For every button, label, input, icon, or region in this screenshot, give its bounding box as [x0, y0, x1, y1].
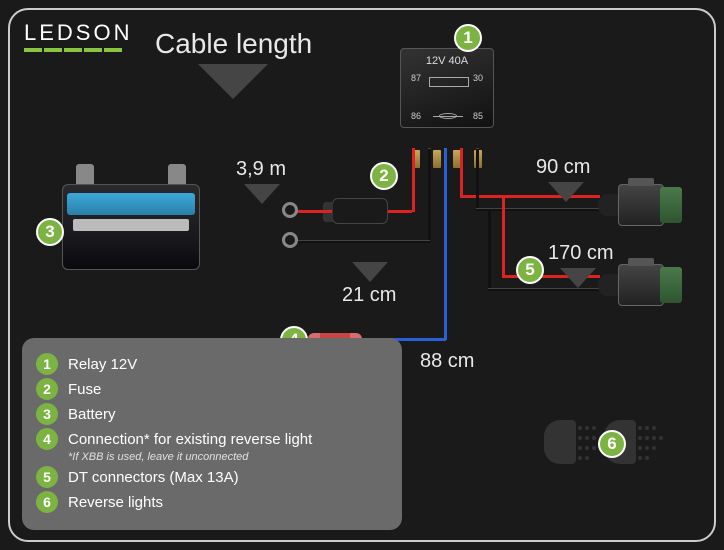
length-fuse: 21 cm: [342, 284, 396, 307]
legend-panel: 1 Relay 12V 2 Fuse 3 Battery 4 Connectio…: [22, 338, 402, 530]
legend-text-3: Battery: [68, 406, 116, 423]
title-arrow-icon: [198, 64, 268, 99]
legend-text-1: Relay 12V: [68, 356, 137, 373]
wire-black-dt1: [476, 208, 600, 211]
relay-pin86: 86: [411, 111, 421, 121]
legend-row-6: 6 Reverse lights: [36, 491, 388, 513]
legend-row-5: 5 DT connectors (Max 13A): [36, 466, 388, 488]
brand-bars: [24, 48, 132, 52]
wire-red-fuse-relay-v: [412, 148, 415, 212]
relay-rating: 12V 40A: [401, 55, 493, 67]
wire-red-out-v: [460, 148, 463, 198]
relay-pin87: 87: [411, 73, 421, 83]
wire-black-out-v: [476, 148, 479, 210]
relay-component: 12V 40A 87 30 86 85: [400, 48, 494, 150]
badge-5: 5: [516, 256, 544, 284]
wire-red-branch-v: [502, 195, 505, 277]
legend-text-6: Reverse lights: [68, 494, 163, 511]
wire-red-ring-fuse: [296, 210, 332, 213]
badge-1: 1: [454, 24, 482, 52]
legend-text-2: Fuse: [68, 381, 101, 398]
length-signal: 88 cm: [420, 350, 474, 373]
dt-connector-1: [598, 184, 682, 226]
ring-terminal-pos: [282, 202, 298, 218]
length-dt-top: 90 cm: [536, 156, 590, 179]
arrow-dt-top-icon: [548, 182, 584, 202]
fuse-component: [332, 198, 388, 224]
page-title: Cable length: [155, 28, 312, 60]
badge-6: 6: [598, 430, 626, 458]
relay-pin85: 85: [473, 111, 483, 121]
length-dt-bottom: 170 cm: [548, 242, 614, 265]
legend-row-2: 2 Fuse: [36, 378, 388, 400]
legend-row-3: 3 Battery: [36, 403, 388, 425]
dt-connector-2: [598, 264, 682, 306]
wire-black-dt2: [488, 288, 600, 291]
badge-2: 2: [370, 162, 398, 190]
legend-text-4: Connection* for existing reverse light: [68, 431, 312, 448]
length-battery: 3,9 m: [236, 158, 286, 181]
wire-black-relay-h: [296, 240, 430, 243]
wire-black-relay-v: [428, 148, 431, 242]
wire-blue-v: [444, 148, 447, 340]
arrow-battery-icon: [244, 184, 280, 204]
badge-3: 3: [36, 218, 64, 246]
battery-component: [62, 170, 200, 270]
legend-text-5: DT connectors (Max 13A): [68, 469, 239, 486]
legend-subtext-4: *If XBB is used, leave it unconnected: [68, 451, 388, 463]
arrow-dt-bottom-icon: [560, 268, 596, 288]
wire-red-fuse-relay-h: [388, 210, 412, 213]
relay-body: 12V 40A 87 30 86 85: [400, 48, 494, 128]
ring-terminal-neg: [282, 232, 298, 248]
brand-logo: LEDSON: [24, 20, 132, 52]
wire-black-branch-v: [488, 208, 491, 290]
relay-pin30: 30: [473, 73, 483, 83]
brand-text: LEDSON: [24, 20, 132, 46]
legend-row-4: 4 Connection* for existing reverse light: [36, 428, 388, 450]
legend-row-1: 1 Relay 12V: [36, 353, 388, 375]
relay-pins: [412, 150, 482, 168]
arrow-fuse-icon: [352, 262, 388, 282]
